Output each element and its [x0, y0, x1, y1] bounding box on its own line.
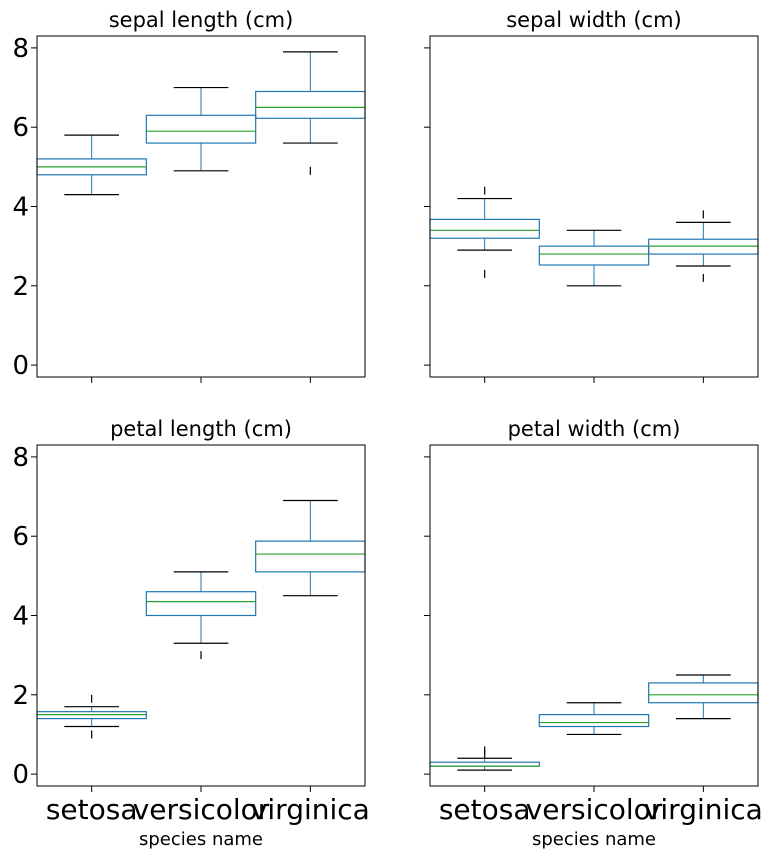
panel-3: petal length (cm) 0 2 4 6 8 setosaversicolorvi…: [12, 417, 369, 850]
iqr-box: [538, 245, 650, 266]
panel-1: sepal length (cm) 0 2 4 6 8: [12, 8, 366, 383]
y-tick-label: 2: [12, 681, 29, 711]
iqr-box: [145, 114, 257, 144]
box-setosa: [36, 134, 147, 196]
y-tick-label: 6: [12, 113, 29, 143]
box-setosa: [36, 694, 147, 739]
box-versicolor: [538, 702, 650, 736]
y-tick-label: 6: [12, 522, 29, 552]
axes-frame: [36, 35, 366, 378]
box-versicolor: [145, 571, 257, 660]
panel-2: sepal width (cm): [424, 8, 759, 383]
box-virginica: [255, 51, 366, 175]
box-setosa: [429, 746, 540, 771]
panel-title: petal width (cm): [508, 417, 681, 441]
panel-title: sepal width (cm): [506, 8, 682, 32]
x-tick-label: versicolor: [526, 793, 663, 826]
panel-title: sepal length (cm): [109, 8, 294, 32]
y-tick-label: 4: [12, 602, 29, 632]
y-tick-label: 8: [12, 443, 29, 473]
box-versicolor: [538, 229, 650, 287]
x-tick-label: setosa: [439, 793, 531, 826]
axes-frame: [429, 444, 759, 787]
iqr-box: [538, 714, 650, 728]
iqr-box: [145, 591, 257, 617]
x-tick-label: setosa: [46, 793, 138, 826]
x-tick-label: versicolor: [133, 793, 270, 826]
iqr-box: [429, 218, 540, 239]
x-tick-label: virginica: [644, 793, 763, 826]
axes-frame: [36, 444, 366, 787]
box-virginica: [255, 499, 366, 597]
y-tick-label: 0: [12, 351, 29, 381]
box-setosa: [429, 186, 540, 278]
iqr-box: [255, 540, 366, 573]
y-tick-label: 8: [12, 34, 29, 64]
box-versicolor: [145, 86, 257, 172]
x-axis-label: species name: [532, 829, 656, 850]
x-axis-label: species name: [139, 829, 263, 850]
iqr-box: [648, 682, 759, 704]
y-tick-label: 2: [12, 272, 29, 302]
panel-title: petal length (cm): [110, 417, 292, 441]
y-tick-label: 0: [12, 760, 29, 790]
box-virginica: [648, 674, 759, 720]
y-tick-label: 4: [12, 193, 29, 223]
box-virginica: [648, 210, 759, 282]
iqr-box: [255, 90, 366, 119]
x-tick-label: virginica: [251, 793, 370, 826]
panel-4: petal width (cm) setosaversicolorvirginic…: [424, 417, 763, 850]
axes-frame: [429, 35, 759, 378]
